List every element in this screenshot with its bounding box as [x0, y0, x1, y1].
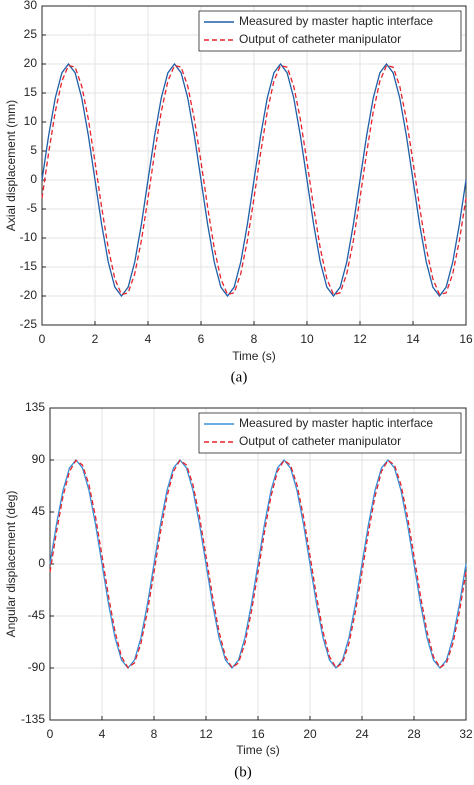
data-line — [49, 459, 467, 669]
x-tick-label: 12 — [353, 332, 367, 346]
plot-frame — [41, 5, 467, 326]
y-tick-label: -90 — [28, 660, 46, 674]
x-tick-label: 4 — [99, 727, 106, 741]
y-tick-label: -5 — [26, 201, 37, 215]
x-tick-label: 8 — [251, 332, 258, 346]
y-tick-label: 0 — [30, 172, 37, 186]
y-tick-label: 10 — [24, 114, 38, 128]
chart: 0 2 4 6 8 10 12 14 16 -25 -20 -15 -10 -5 0 5 10 15 20 25 30 T… — [4, 0, 473, 385]
y-tick-label: 0 — [38, 556, 45, 570]
x-tick-label: 24 — [355, 727, 369, 741]
x-tick-label: 14 — [406, 332, 420, 346]
x-tick-label: 0 — [39, 332, 46, 346]
y-tick-label: -45 — [28, 608, 46, 622]
x-tick-label: 0 — [47, 727, 54, 741]
y-tick-label: -15 — [20, 259, 38, 273]
chart: 0 4 8 12 16 20 24 28 32 -135 -90 -45 0 45 90 135 Time (s… — [4, 400, 473, 780]
x-tick-label: 12 — [199, 727, 213, 741]
data-line — [41, 62, 467, 298]
x-tick-label: 32 — [459, 727, 473, 741]
x-tick-label: 20 — [303, 727, 317, 741]
y-tick-label: 15 — [24, 85, 38, 99]
y-axis-label: Axial displacement (mm) — [4, 100, 18, 231]
y-tick-label: 20 — [24, 56, 38, 70]
y-tick-label: 25 — [24, 27, 38, 41]
caption: (b) — [234, 764, 252, 780]
caption: (a) — [231, 369, 248, 385]
legend-label: Measured by master haptic interface — [239, 14, 433, 28]
x-tick-label: 4 — [145, 332, 152, 346]
x-tick-label: 16 — [459, 332, 473, 346]
x-tick-label: 28 — [407, 727, 421, 741]
y-tick-label: -10 — [20, 230, 38, 244]
x-tick-label: 16 — [251, 727, 265, 741]
data-line — [41, 64, 467, 296]
legend-label: Output of catheter manipulator — [239, 32, 401, 46]
legend-label: Measured by master haptic interface — [239, 416, 433, 430]
x-tick-label: 6 — [198, 332, 205, 346]
legend-box — [198, 412, 462, 454]
x-tick-label: 2 — [92, 332, 99, 346]
x-axis-label: Time (s) — [232, 349, 276, 363]
x-tick-label: 10 — [300, 332, 314, 346]
y-tick-label: -20 — [20, 288, 38, 302]
y-tick-label: -25 — [20, 317, 38, 331]
y-axis-label: Angular displacement (deg) — [4, 491, 18, 638]
x-tick-label: 8 — [151, 727, 158, 741]
y-tick-label: 135 — [25, 400, 45, 414]
y-tick-label: -135 — [21, 712, 45, 726]
y-tick-label: 5 — [30, 143, 37, 157]
y-tick-label: 90 — [32, 452, 46, 466]
data-line — [49, 458, 467, 670]
y-tick-label: 30 — [24, 0, 38, 12]
x-axis-label: Time (s) — [236, 743, 280, 757]
y-tick-label: 45 — [32, 504, 46, 518]
legend-box — [198, 10, 462, 52]
legend-label: Output of catheter manipulator — [239, 434, 401, 448]
